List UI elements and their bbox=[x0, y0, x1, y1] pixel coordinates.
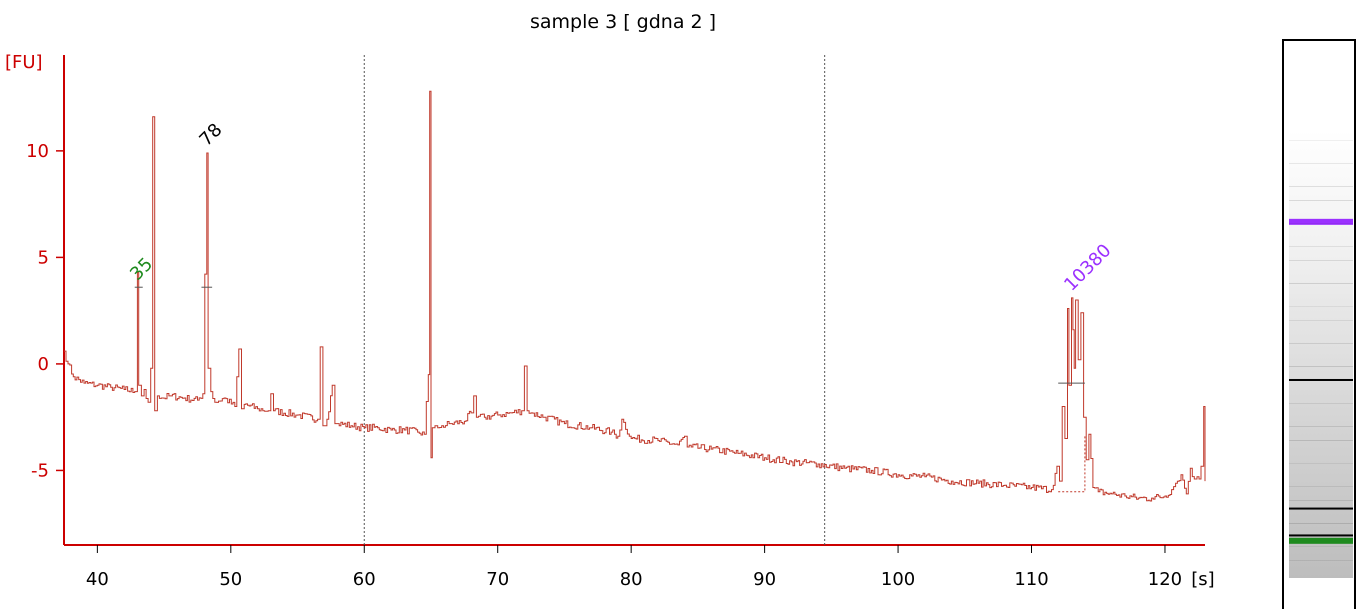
gel-smear-line bbox=[1289, 186, 1353, 187]
x-tick-label: 110 bbox=[1014, 569, 1048, 590]
gel-smear-line bbox=[1289, 463, 1353, 464]
x-tick-label: 80 bbox=[620, 569, 643, 590]
gel-smear-line bbox=[1289, 403, 1353, 404]
chart-title: sample 3 [ gdna 2 ] bbox=[530, 11, 716, 33]
gel-smear-line bbox=[1289, 306, 1353, 307]
gel-smear-line bbox=[1289, 366, 1353, 367]
x-tick-label: 40 bbox=[86, 569, 109, 590]
gel-smear-line bbox=[1289, 380, 1353, 381]
gel-smear-line bbox=[1289, 260, 1353, 261]
x-ticks: 40 50 60 70 80 90 100 110 120 bbox=[86, 545, 1182, 590]
gel-smear-line bbox=[1289, 486, 1353, 487]
gel-smear-line bbox=[1289, 140, 1353, 141]
integration-marks bbox=[134, 286, 1086, 493]
x-tick-label: 70 bbox=[486, 569, 509, 590]
gel-smear-line bbox=[1289, 163, 1353, 164]
gel-band bbox=[1289, 534, 1353, 537]
gel-smear-line bbox=[1289, 440, 1353, 441]
gel-band bbox=[1289, 218, 1353, 225]
series-group bbox=[64, 90, 1206, 502]
y-tick-label: -5 bbox=[31, 460, 49, 481]
y-ticks: 10 5 0 -5 bbox=[26, 141, 64, 481]
gel-smear-line bbox=[1289, 560, 1353, 561]
gel-band bbox=[1289, 507, 1353, 510]
y-tick-label: 5 bbox=[38, 247, 49, 268]
gel-band bbox=[1289, 378, 1353, 381]
gel-smear-line bbox=[1289, 320, 1353, 321]
x-tick-label: 100 bbox=[881, 569, 915, 590]
peak-label: 10380 bbox=[1060, 240, 1115, 295]
dotted-markers bbox=[363, 55, 826, 545]
gel-bands bbox=[1289, 140, 1353, 561]
gel-smear-line bbox=[1289, 343, 1353, 344]
x-axis-label: [s] bbox=[1191, 569, 1214, 590]
gel-smear-line bbox=[1289, 523, 1353, 524]
gel-smear-line bbox=[1289, 426, 1353, 427]
gel-smear-line bbox=[1289, 500, 1353, 501]
gel-smear-line bbox=[1289, 246, 1353, 247]
gel-lane bbox=[1282, 39, 1356, 609]
y-tick-label: 0 bbox=[38, 354, 49, 375]
gel-smear-line bbox=[1289, 200, 1353, 201]
y-axis-label: [FU] bbox=[5, 52, 43, 73]
gel-smear-line bbox=[1289, 546, 1353, 547]
x-tick-label: 60 bbox=[353, 569, 376, 590]
peak-label: 78 bbox=[195, 119, 226, 150]
x-tick-label: 120 bbox=[1148, 569, 1182, 590]
baseline-region bbox=[1058, 436, 1086, 493]
signal-trace bbox=[64, 90, 1206, 502]
y-tick-label: 10 bbox=[26, 141, 49, 162]
gel-smear-line bbox=[1289, 223, 1353, 224]
gel-lane-smear bbox=[1289, 130, 1353, 578]
x-tick-label: 90 bbox=[753, 569, 776, 590]
gel-smear-line bbox=[1289, 283, 1353, 284]
gel-band bbox=[1289, 537, 1353, 544]
x-tick-label: 50 bbox=[219, 569, 242, 590]
